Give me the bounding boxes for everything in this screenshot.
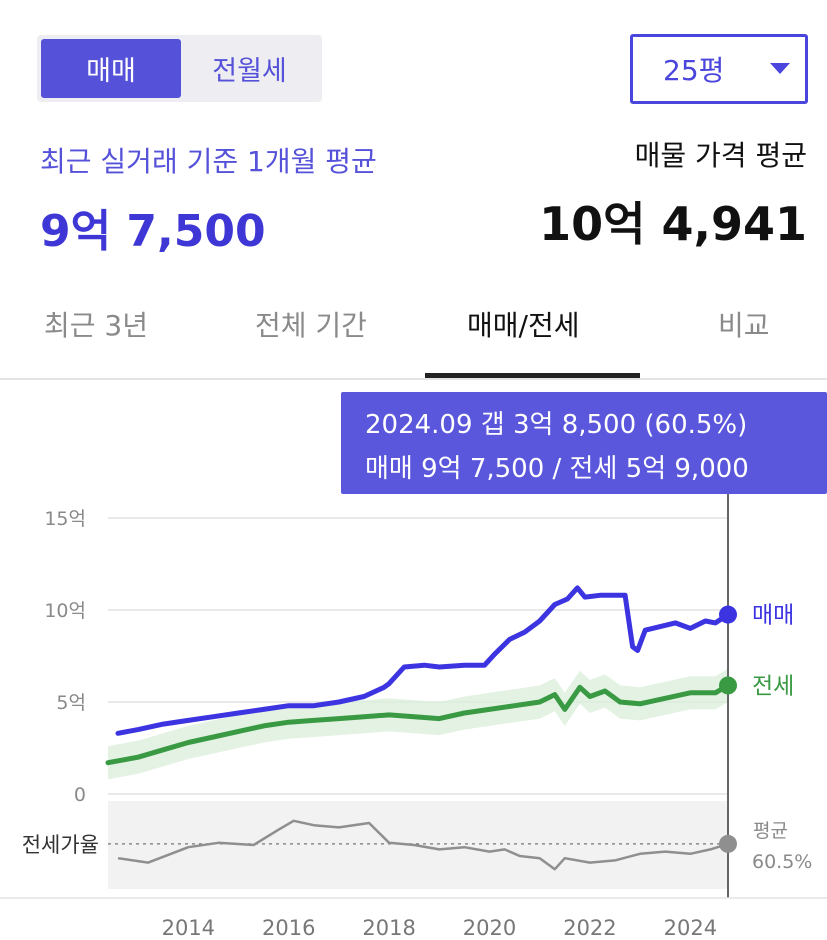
ratio-average-label: 평균 [753, 820, 788, 842]
jeonse-ratio-line [117, 819, 729, 871]
tab-divider [0, 378, 827, 380]
y-tick-label: 5억 [56, 692, 86, 714]
tooltip-gap-line: 2024.09 갭 3억 8,500 (60.5%) [365, 410, 748, 440]
ratio-end-marker [719, 834, 737, 853]
sale-end-label: 매매 [752, 603, 794, 629]
tab-recent-3-years[interactable]: 최근 3년 [44, 309, 148, 342]
tab-sale-jeonse[interactable]: 매매/전세 [467, 309, 580, 342]
tab-compare[interactable]: 비교 [718, 309, 770, 342]
x-tick-label: 2020 [463, 916, 516, 940]
y-tick-label: 15억 [44, 508, 86, 530]
sale-price-line [115, 585, 731, 736]
y-tick-label: 0 [74, 784, 86, 806]
x-tick-label: 2016 [262, 916, 315, 940]
x-tick-label: 2024 [664, 916, 717, 940]
x-tick-label: 2014 [162, 916, 215, 940]
tooltip-price-line: 매매 9억 7,500 / 전세 5억 9,000 [365, 454, 749, 484]
y-tick-label: 10억 [44, 600, 86, 622]
chart-tooltip: 2024.09 갭 3억 8,500 (60.5%) 매매 9억 7,500 /… [341, 392, 827, 494]
listing-average-label: 매물 가격 평균 [634, 139, 807, 172]
jeonse-price-line [105, 682, 731, 766]
sale-toggle-button[interactable]: 매매 [41, 39, 181, 98]
active-tab-indicator [425, 373, 640, 378]
ratio-average-value: 60.5% [752, 851, 812, 873]
x-tick-label: 2022 [563, 916, 616, 940]
jeonse-range-band [108, 668, 728, 780]
ratio-panel-label: 전세가율 [22, 833, 99, 857]
x-tick-label: 2018 [362, 916, 415, 940]
recent-average-value: 9억 7,500 [40, 206, 266, 257]
trade-type-toggle: 매매 전월세 [37, 35, 322, 102]
chevron-down-icon [770, 63, 790, 74]
jeonse-end-marker [719, 676, 737, 695]
jeonse-end-label: 전세 [752, 673, 794, 699]
tab-all-period[interactable]: 전체 기간 [255, 309, 367, 342]
size-dropdown[interactable]: 25평 [630, 34, 808, 104]
listing-average-value: 10억 4,941 [539, 197, 807, 251]
rent-toggle-button[interactable]: 전월세 [212, 56, 287, 87]
recent-average-label: 최근 실거래 기준 1개월 평균 [40, 145, 377, 178]
sale-end-marker [719, 605, 737, 624]
size-dropdown-value: 25평 [663, 54, 725, 87]
